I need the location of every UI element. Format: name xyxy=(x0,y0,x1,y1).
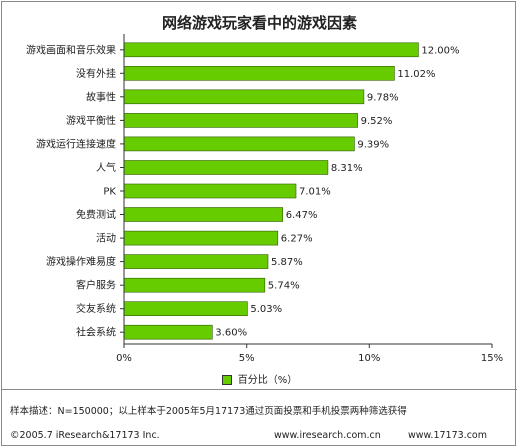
category-label: 客户服务 xyxy=(76,279,116,292)
iresearch-link[interactable]: www.iresearch.com.cn xyxy=(274,430,381,441)
x-tick-label: 10% xyxy=(358,353,380,364)
bar xyxy=(123,66,395,81)
bar xyxy=(123,89,365,105)
legend-label: 百分比（%） xyxy=(237,375,298,386)
category-label: 免费测试 xyxy=(76,208,116,221)
sample-note: 样本描述：N=150000；以上样本于2005年5月17173通过页面投票和手机… xyxy=(10,406,407,417)
value-label: 9.78% xyxy=(367,92,399,103)
bar xyxy=(123,113,358,128)
bar xyxy=(123,301,248,317)
category-label: 没有外挂 xyxy=(76,67,116,80)
value-label: 3.60% xyxy=(215,328,247,339)
category-label: 游戏画面和音乐效果 xyxy=(26,43,116,56)
bar xyxy=(123,42,419,58)
value-label: 5.87% xyxy=(271,257,303,268)
x-tick-label: 15% xyxy=(481,353,503,364)
copyright-text: ©2005.7 iResearch&17173 Inc. xyxy=(10,430,160,441)
x-tick-label: 5% xyxy=(239,353,255,364)
bar-chart: 游戏画面和音乐效果 12.00% 没有外挂 11.02% 故事性 9.78% 游戏平衡性 9.… xyxy=(26,34,503,364)
bar xyxy=(123,183,297,199)
category-label: 社会系统 xyxy=(76,326,116,339)
bar xyxy=(123,136,355,152)
category-label: 游戏平衡性 xyxy=(66,114,116,127)
value-label: 6.27% xyxy=(281,234,313,245)
17173-link[interactable]: www.17173.com xyxy=(408,430,487,441)
divider xyxy=(2,389,517,390)
category-label: 活动 xyxy=(96,233,116,245)
value-label: 8.31% xyxy=(331,163,363,174)
legend-swatch xyxy=(221,375,232,385)
category-label: 人气 xyxy=(96,161,116,174)
category-label: 游戏操作难易度 xyxy=(46,255,116,268)
value-label: 5.74% xyxy=(268,281,300,292)
chart-title: 网络游戏玩家看中的游戏因素 xyxy=(161,14,357,32)
bar xyxy=(123,230,279,246)
legend: 百分比（%） xyxy=(2,371,517,386)
bar xyxy=(123,160,329,175)
category-label: 故事性 xyxy=(86,90,116,103)
bar xyxy=(123,254,269,269)
value-label: 9.39% xyxy=(357,139,389,150)
category-label: 游戏运行连接速度 xyxy=(36,137,116,150)
value-label: 6.47% xyxy=(286,210,318,221)
value-label: 11.02% xyxy=(397,69,435,80)
value-label: 5.03% xyxy=(250,304,282,315)
bar xyxy=(123,207,283,222)
value-label: 12.00% xyxy=(421,45,459,56)
bar xyxy=(123,324,213,340)
category-label: 交友系统 xyxy=(76,302,116,315)
x-tick-label: 0% xyxy=(116,353,132,364)
category-label: PK xyxy=(103,187,116,198)
value-label: 9.52% xyxy=(361,116,393,127)
value-label: 7.01% xyxy=(299,187,331,198)
bar xyxy=(123,277,266,293)
